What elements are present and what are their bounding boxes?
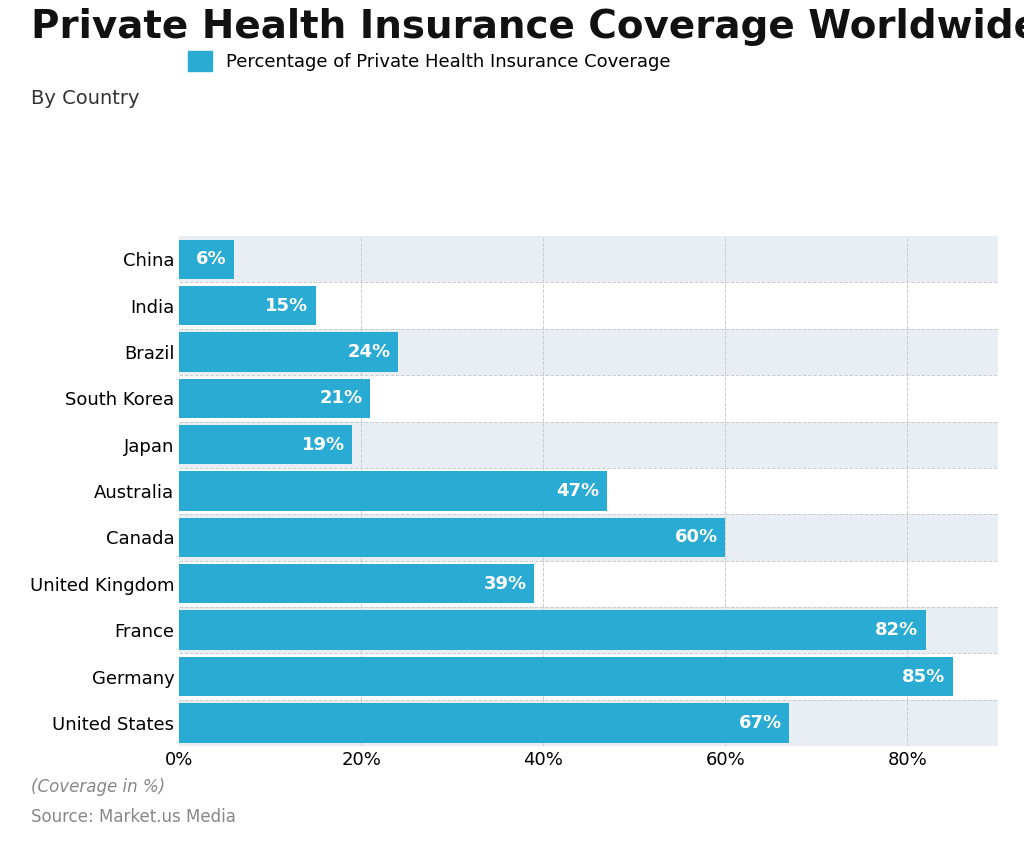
Text: Source: Market.us Media: Source: Market.us Media — [31, 808, 236, 825]
Bar — [179, 653, 998, 700]
Bar — [179, 564, 535, 604]
Text: 47%: 47% — [557, 482, 600, 500]
Text: By Country: By Country — [31, 89, 139, 108]
Text: 39%: 39% — [483, 575, 527, 593]
Bar — [179, 610, 926, 650]
Bar — [179, 607, 998, 653]
Bar — [179, 471, 607, 511]
Bar — [179, 518, 725, 557]
Text: 21%: 21% — [319, 389, 364, 407]
Text: 24%: 24% — [347, 343, 390, 361]
Text: 60%: 60% — [675, 529, 718, 546]
Bar — [179, 332, 397, 372]
Bar — [179, 700, 998, 746]
Bar — [179, 657, 953, 696]
Bar — [179, 375, 998, 422]
Bar — [179, 468, 998, 514]
Bar — [179, 282, 998, 329]
Bar — [179, 561, 998, 607]
Bar — [179, 236, 998, 282]
Text: 6%: 6% — [196, 250, 226, 268]
Bar — [179, 514, 998, 561]
Bar — [179, 379, 371, 418]
Bar — [179, 329, 998, 375]
Text: 19%: 19% — [302, 436, 345, 454]
Text: Private Health Insurance Coverage Worldwide: Private Health Insurance Coverage Worldw… — [31, 8, 1024, 46]
Bar — [179, 425, 352, 464]
Text: (Coverage in %): (Coverage in %) — [31, 778, 165, 796]
Bar — [179, 239, 233, 279]
Bar — [179, 422, 998, 468]
Text: 82%: 82% — [876, 621, 919, 639]
Text: 15%: 15% — [265, 297, 308, 314]
Bar — [179, 286, 315, 325]
Text: 67%: 67% — [738, 714, 781, 732]
Legend: Percentage of Private Health Insurance Coverage: Percentage of Private Health Insurance C… — [188, 51, 671, 71]
Bar — [179, 703, 790, 743]
Text: 85%: 85% — [902, 668, 945, 685]
